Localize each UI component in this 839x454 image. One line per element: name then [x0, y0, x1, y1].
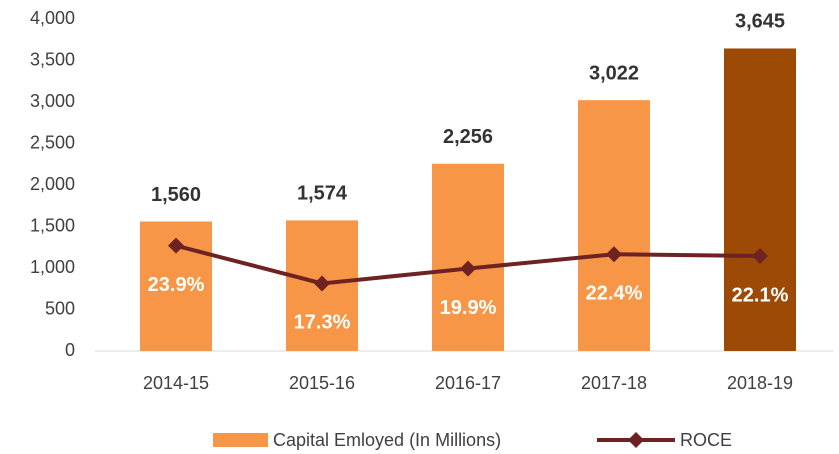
roce-value-label: 22.1%: [732, 284, 789, 306]
legend-marker: [628, 432, 644, 448]
roce-marker: [168, 237, 184, 254]
y-tick-label: 1,000: [30, 257, 75, 277]
bar-value-label: 3,645: [735, 11, 785, 33]
roce-value-label: 19.9%: [440, 297, 497, 319]
y-tick-label: 3,500: [30, 49, 75, 69]
bar-value-label: 1,574: [297, 183, 348, 205]
y-tick-label: 0: [65, 340, 75, 360]
x-tick-label: 2018-19: [727, 373, 793, 393]
y-tick-label: 2,000: [30, 174, 75, 194]
bar-value-label: 2,256: [443, 126, 493, 148]
y-tick-label: 2,500: [30, 132, 75, 152]
roce-marker: [752, 247, 768, 264]
x-tick-label: 2015-16: [289, 373, 355, 393]
roce-value-label: 22.4%: [586, 283, 643, 305]
x-tick-label: 2014-15: [143, 373, 209, 393]
roce-value-label: 23.9%: [148, 274, 205, 296]
legend-label: Capital Emloyed (In Millions): [273, 430, 501, 450]
legend-swatch: [213, 433, 268, 447]
y-tick-label: 1,500: [30, 215, 75, 235]
roce-marker: [606, 246, 622, 263]
roce-value-label: 17.3%: [294, 312, 351, 334]
x-tick-label: 2017-18: [581, 373, 647, 393]
bar-value-label: 1,560: [151, 184, 201, 206]
legend-label: ROCE: [680, 430, 732, 450]
roce-marker: [314, 275, 330, 292]
x-tick-label: 2016-17: [435, 373, 501, 393]
y-tick-label: 500: [45, 298, 75, 318]
bar: [432, 163, 504, 351]
y-tick-label: 4,000: [30, 8, 75, 28]
y-tick-label: 3,000: [30, 91, 75, 111]
bar: [578, 100, 650, 351]
roce-marker: [460, 260, 476, 277]
bar: [724, 48, 796, 352]
bar-value-label: 3,022: [589, 62, 639, 84]
